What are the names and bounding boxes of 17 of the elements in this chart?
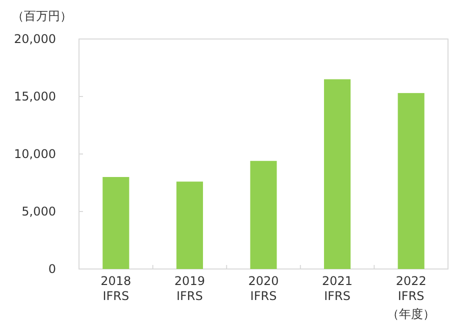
y-axis-title: （百万円） xyxy=(12,9,72,23)
y-tick-label: 20,000 xyxy=(14,32,56,46)
y-tick-label: 15,000 xyxy=(14,90,56,104)
x-tick-label: 2022 IFRS xyxy=(396,274,426,303)
bar xyxy=(398,93,424,269)
x-axis-title: （年度） xyxy=(387,307,436,321)
bar xyxy=(176,182,203,269)
x-tick-label: 2021 IFRS xyxy=(322,274,353,303)
x-tick-label: 2018 IFRS xyxy=(100,274,132,303)
y-tick-label: 10,000 xyxy=(14,147,56,161)
y-tick-label: 0 xyxy=(48,262,56,276)
y-tick-label: 5,000 xyxy=(22,204,56,218)
bar xyxy=(250,160,277,269)
x-tick-label: 2020 IFRS xyxy=(248,274,279,303)
bar xyxy=(102,177,130,269)
bar xyxy=(324,79,351,269)
x-tick-label: 2019 IFRS xyxy=(174,274,205,303)
